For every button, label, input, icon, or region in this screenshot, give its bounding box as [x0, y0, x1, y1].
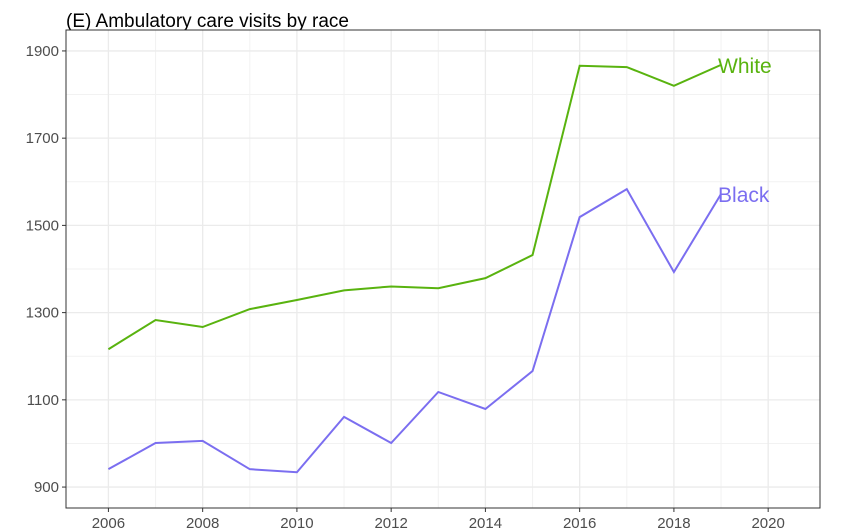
series-label: Black — [718, 184, 770, 207]
x-tick-label: 2020 — [751, 515, 784, 532]
x-tick-label: 2012 — [374, 515, 407, 532]
x-tick-label: 2006 — [92, 515, 125, 532]
x-tick-label: 2018 — [657, 515, 690, 532]
y-tick-label: 900 — [34, 479, 59, 496]
panel-border — [65, 29, 821, 509]
y-tick-label: 1300 — [26, 305, 59, 322]
y-tick-label: 1700 — [26, 130, 59, 147]
series-label: White — [718, 55, 772, 78]
x-tick-label: 2010 — [280, 515, 313, 532]
y-tick-label: 1100 — [27, 392, 59, 409]
x-tick-label: 2014 — [469, 515, 502, 532]
x-tick-label: 2016 — [563, 515, 596, 532]
y-tick-label: 1900 — [26, 43, 59, 60]
line — [107, 187, 722, 474]
line — [107, 63, 722, 351]
chart-title: (E) Ambulatory care visits by race — [66, 11, 349, 32]
x-tick-label: 2008 — [186, 515, 219, 532]
y-tick-label: 1500 — [26, 217, 59, 234]
